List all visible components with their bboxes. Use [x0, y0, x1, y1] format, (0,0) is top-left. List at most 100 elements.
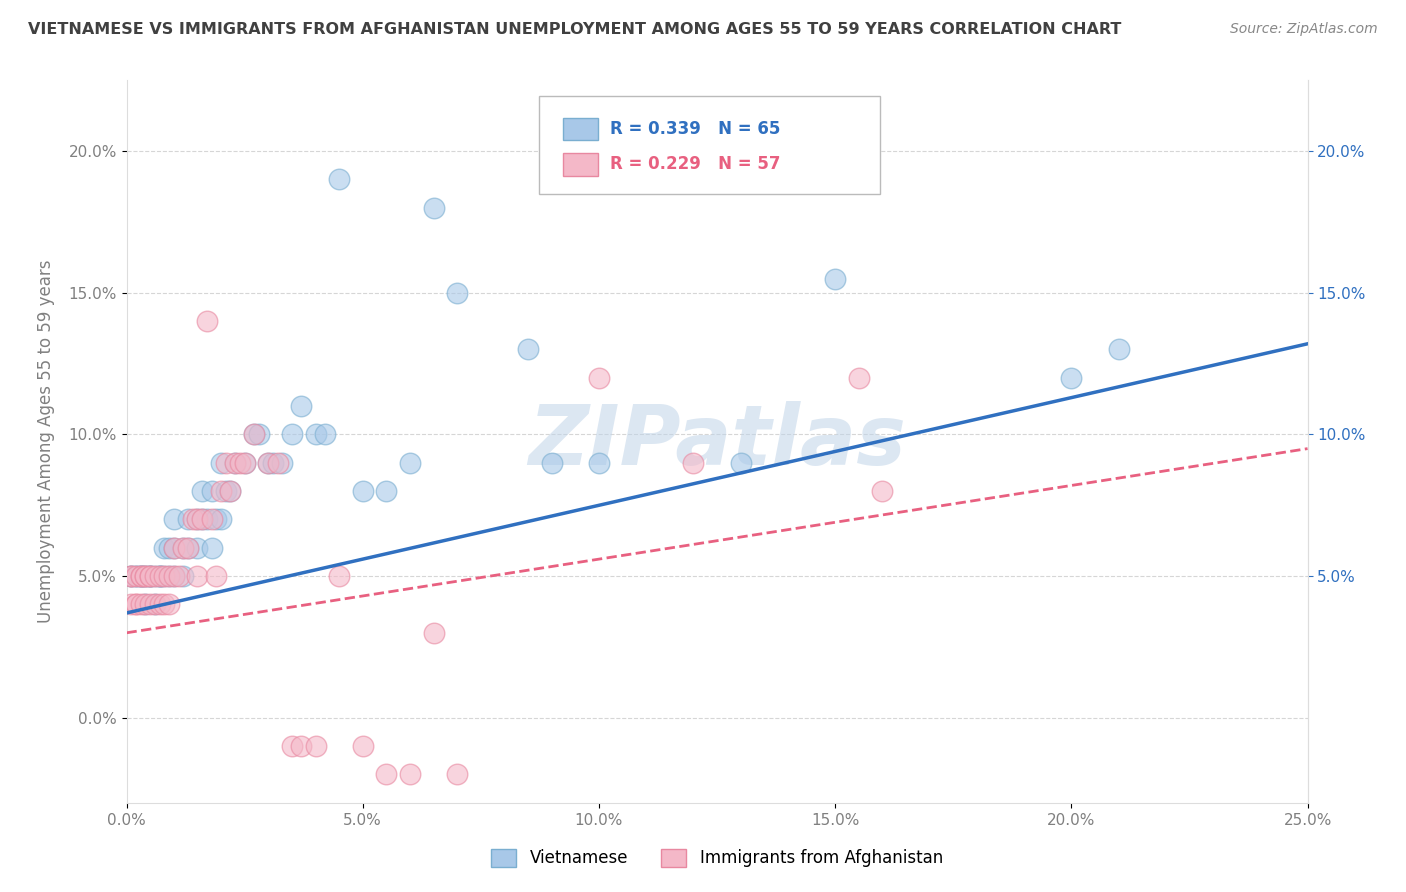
- Text: R = 0.229   N = 57: R = 0.229 N = 57: [610, 155, 780, 173]
- Point: [290, 739, 312, 753]
- Point: [153, 541, 176, 555]
- Point: [129, 598, 152, 612]
- Point: [328, 172, 350, 186]
- Point: [125, 569, 148, 583]
- Point: [129, 569, 152, 583]
- Point: [588, 456, 610, 470]
- Point: [134, 569, 156, 583]
- Point: [399, 767, 422, 781]
- Point: [848, 371, 870, 385]
- Point: [153, 569, 176, 583]
- Point: [209, 512, 232, 526]
- Point: [157, 598, 180, 612]
- Point: [129, 569, 152, 583]
- Point: [352, 484, 374, 499]
- Point: [540, 456, 562, 470]
- Point: [139, 569, 162, 583]
- Point: [129, 569, 152, 583]
- Point: [149, 569, 172, 583]
- Point: [120, 569, 142, 583]
- Point: [422, 625, 444, 640]
- Point: [328, 569, 350, 583]
- Point: [314, 427, 336, 442]
- Point: [233, 456, 256, 470]
- Point: [139, 569, 162, 583]
- Point: [120, 569, 142, 583]
- Point: [517, 343, 540, 357]
- Point: [125, 598, 148, 612]
- Point: [200, 541, 222, 555]
- Point: [200, 512, 222, 526]
- Point: [129, 569, 152, 583]
- Point: [186, 512, 208, 526]
- Point: [167, 569, 190, 583]
- Point: [257, 456, 280, 470]
- Point: [163, 569, 186, 583]
- Point: [229, 456, 252, 470]
- Point: [186, 512, 208, 526]
- Point: [153, 598, 176, 612]
- Point: [191, 512, 214, 526]
- Point: [872, 484, 894, 499]
- Point: [304, 427, 326, 442]
- Point: [200, 484, 222, 499]
- Point: [209, 484, 232, 499]
- Point: [233, 456, 256, 470]
- Point: [134, 569, 156, 583]
- Point: [247, 427, 270, 442]
- Point: [375, 767, 398, 781]
- Point: [422, 201, 444, 215]
- Point: [153, 569, 176, 583]
- Point: [120, 569, 142, 583]
- Point: [186, 541, 208, 555]
- Point: [730, 456, 752, 470]
- Point: [177, 512, 200, 526]
- Point: [143, 569, 166, 583]
- Point: [172, 541, 194, 555]
- Point: [1108, 343, 1130, 357]
- Point: [139, 598, 162, 612]
- Legend: Vietnamese, Immigrants from Afghanistan: Vietnamese, Immigrants from Afghanistan: [485, 842, 949, 874]
- Point: [271, 456, 294, 470]
- Point: [824, 271, 846, 285]
- Point: [149, 569, 172, 583]
- Point: [267, 456, 290, 470]
- Point: [290, 399, 312, 413]
- Point: [446, 767, 468, 781]
- Point: [125, 598, 148, 612]
- Point: [191, 512, 214, 526]
- Point: [281, 427, 304, 442]
- Point: [243, 427, 266, 442]
- Point: [172, 569, 194, 583]
- Point: [157, 569, 180, 583]
- Point: [163, 541, 186, 555]
- Point: [157, 541, 180, 555]
- Point: [139, 569, 162, 583]
- Point: [139, 569, 162, 583]
- Point: [134, 598, 156, 612]
- Point: [215, 456, 238, 470]
- Text: ZIPatlas: ZIPatlas: [529, 401, 905, 482]
- Point: [304, 739, 326, 753]
- Point: [143, 569, 166, 583]
- Point: [191, 484, 214, 499]
- Point: [588, 371, 610, 385]
- Point: [139, 569, 162, 583]
- Point: [149, 598, 172, 612]
- Point: [163, 512, 186, 526]
- Point: [205, 569, 228, 583]
- Point: [215, 484, 238, 499]
- Point: [157, 569, 180, 583]
- Point: [120, 569, 142, 583]
- Point: [149, 569, 172, 583]
- Point: [172, 541, 194, 555]
- Point: [243, 427, 266, 442]
- Text: R = 0.339   N = 65: R = 0.339 N = 65: [610, 120, 780, 137]
- Point: [375, 484, 398, 499]
- Point: [219, 484, 242, 499]
- Point: [209, 456, 232, 470]
- Point: [257, 456, 280, 470]
- Point: [177, 541, 200, 555]
- Point: [224, 456, 246, 470]
- Point: [163, 541, 186, 555]
